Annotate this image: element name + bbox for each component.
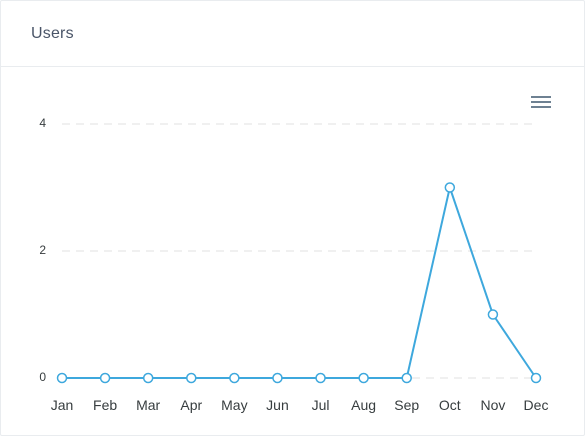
data-point-jan[interactable] (56, 372, 68, 384)
y-tick-label: 2 (39, 243, 46, 257)
card-header: Users (1, 1, 584, 67)
data-point-mar[interactable] (142, 372, 154, 384)
card-title: Users (31, 24, 74, 42)
x-tick-label: Feb (93, 397, 117, 413)
x-tick-label: Aug (351, 397, 376, 413)
hamburger-menu-icon[interactable] (531, 93, 553, 111)
x-tick-label: Jul (312, 397, 330, 413)
x-tick-label: Jan (51, 397, 74, 413)
x-tick-label: Jun (266, 397, 289, 413)
y-tick-label: 0 (39, 370, 46, 384)
x-tick-label: Sep (394, 397, 419, 413)
data-point-aug[interactable] (358, 372, 369, 384)
data-point-jul[interactable] (315, 372, 326, 384)
grid-lines (62, 123, 536, 379)
x-tick-label: May (221, 397, 247, 413)
x-tick-label: Oct (439, 397, 461, 413)
y-tick-label: 4 (39, 116, 46, 130)
series-users (56, 182, 542, 384)
series-line (62, 186, 537, 379)
data-point-nov[interactable] (487, 309, 499, 320)
x-tick-label: Apr (180, 397, 202, 413)
x-tick-label: Mar (136, 397, 160, 413)
data-point-feb[interactable] (99, 372, 111, 384)
data-point-jun[interactable] (272, 372, 283, 384)
data-point-apr[interactable] (186, 372, 197, 384)
data-point-sep[interactable] (401, 372, 412, 384)
data-point-may[interactable] (229, 372, 240, 384)
x-axis-ticks: Jan Feb Mar Apr May Jun Jul Aug Sep Oct Nov Dec (51, 397, 549, 413)
data-point-oct[interactable] (444, 182, 456, 193)
y-axis-ticks: 0 2 4 (39, 116, 46, 384)
x-tick-label: Nov (480, 397, 505, 413)
x-tick-label: Dec (524, 397, 549, 413)
data-point-dec[interactable] (530, 372, 542, 384)
